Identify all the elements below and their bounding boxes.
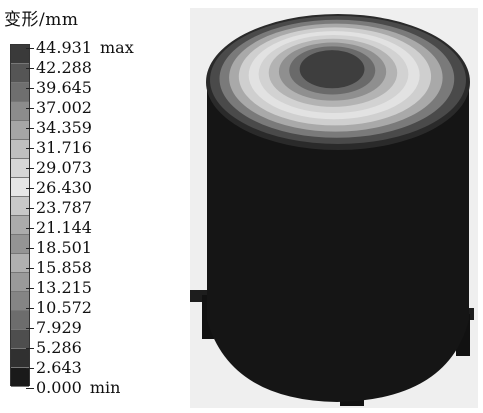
legend-label: 44.931 max (26, 38, 134, 57)
legend-tick (26, 288, 34, 289)
legend-label: 5.286 (26, 338, 82, 357)
legend-label: 2.643 (26, 358, 82, 377)
legend-label: 15.858 (26, 258, 92, 277)
legend-swatch (11, 64, 29, 83)
legend-value: 0.000 (36, 378, 82, 397)
legend-swatch (11, 292, 29, 311)
legend-label: 34.359 (26, 118, 92, 137)
legend-swatch (11, 159, 29, 178)
legend-swatch (11, 349, 29, 368)
legend-swatch (11, 311, 29, 330)
legend-value: 29.073 (36, 158, 92, 177)
cylinder-lid (206, 14, 470, 150)
legend-swatch (11, 216, 29, 235)
legend-tick (26, 188, 34, 189)
legend-swatch (11, 83, 29, 102)
legend-value: 44.931 (36, 38, 92, 57)
legend-tick (26, 248, 34, 249)
legend-swatch (11, 121, 29, 140)
legend-value: 23.787 (36, 198, 92, 217)
cylinder-body (207, 82, 469, 402)
legend-label: 13.215 (26, 278, 92, 297)
legend-swatch (11, 235, 29, 254)
legend-swatch (11, 197, 29, 216)
legend-label: 29.073 (26, 158, 92, 177)
legend-value: 13.215 (36, 278, 92, 297)
legend-swatch (11, 102, 29, 121)
legend-label: 31.716 (26, 138, 92, 157)
legend-label: 18.501 (26, 238, 92, 257)
legend-min-suffix: min (89, 378, 121, 397)
model-viewport[interactable] (190, 8, 478, 408)
legend-tick (26, 208, 34, 209)
legend-tick (26, 168, 34, 169)
legend-swatch (11, 273, 29, 292)
legend-title: 变形/mm (4, 10, 79, 30)
legend-swatch (11, 140, 29, 159)
legend-tick (26, 88, 34, 89)
legend-max-suffix: max (99, 38, 134, 57)
legend-label: 37.002 (26, 98, 92, 117)
legend-label: 7.929 (26, 318, 82, 337)
legend-label: 42.288 (26, 58, 92, 77)
legend-tick (26, 108, 34, 109)
legend-swatch (11, 178, 29, 197)
legend-swatch (11, 330, 29, 349)
legend-value: 26.430 (36, 178, 92, 197)
legend-value: 34.359 (36, 118, 92, 137)
legend-value: 37.002 (36, 98, 92, 117)
legend-tick (26, 368, 34, 369)
legend-value: 15.858 (36, 258, 92, 277)
legend-label: 10.572 (26, 298, 92, 317)
legend-tick (26, 68, 34, 69)
legend-value: 42.288 (36, 58, 92, 77)
lid-contour-band (299, 50, 365, 89)
legend-value: 21.144 (36, 218, 92, 237)
legend-tick (26, 128, 34, 129)
legend-color-bar (10, 44, 30, 387)
legend-tick (26, 228, 34, 229)
deformation-contour-model (190, 8, 478, 408)
legend-swatch (11, 45, 29, 64)
legend-tick (26, 48, 34, 49)
legend-tick (26, 388, 34, 389)
legend-label: 39.645 (26, 78, 92, 97)
legend-tick (26, 328, 34, 329)
color-legend: 44.931 max 42.288 39.645 37.002 34.359 31.716 2… (6, 38, 181, 397)
legend-value: 39.645 (36, 78, 92, 97)
legend-value: 5.286 (36, 338, 82, 357)
legend-label: 21.144 (26, 218, 92, 237)
legend-tick (26, 268, 34, 269)
legend-swatch (11, 254, 29, 273)
legend-value: 31.716 (36, 138, 92, 157)
legend-tick (26, 308, 34, 309)
legend-label: 26.430 (26, 178, 92, 197)
legend-value: 2.643 (36, 358, 82, 377)
legend-tick (26, 148, 34, 149)
legend-value: 7.929 (36, 318, 82, 337)
legend-swatch (11, 368, 29, 387)
legend-value: 18.501 (36, 238, 92, 257)
legend-tick (26, 348, 34, 349)
legend-value: 10.572 (36, 298, 92, 317)
legend-label: 0.000 min (26, 378, 121, 397)
legend-label: 23.787 (26, 198, 92, 217)
